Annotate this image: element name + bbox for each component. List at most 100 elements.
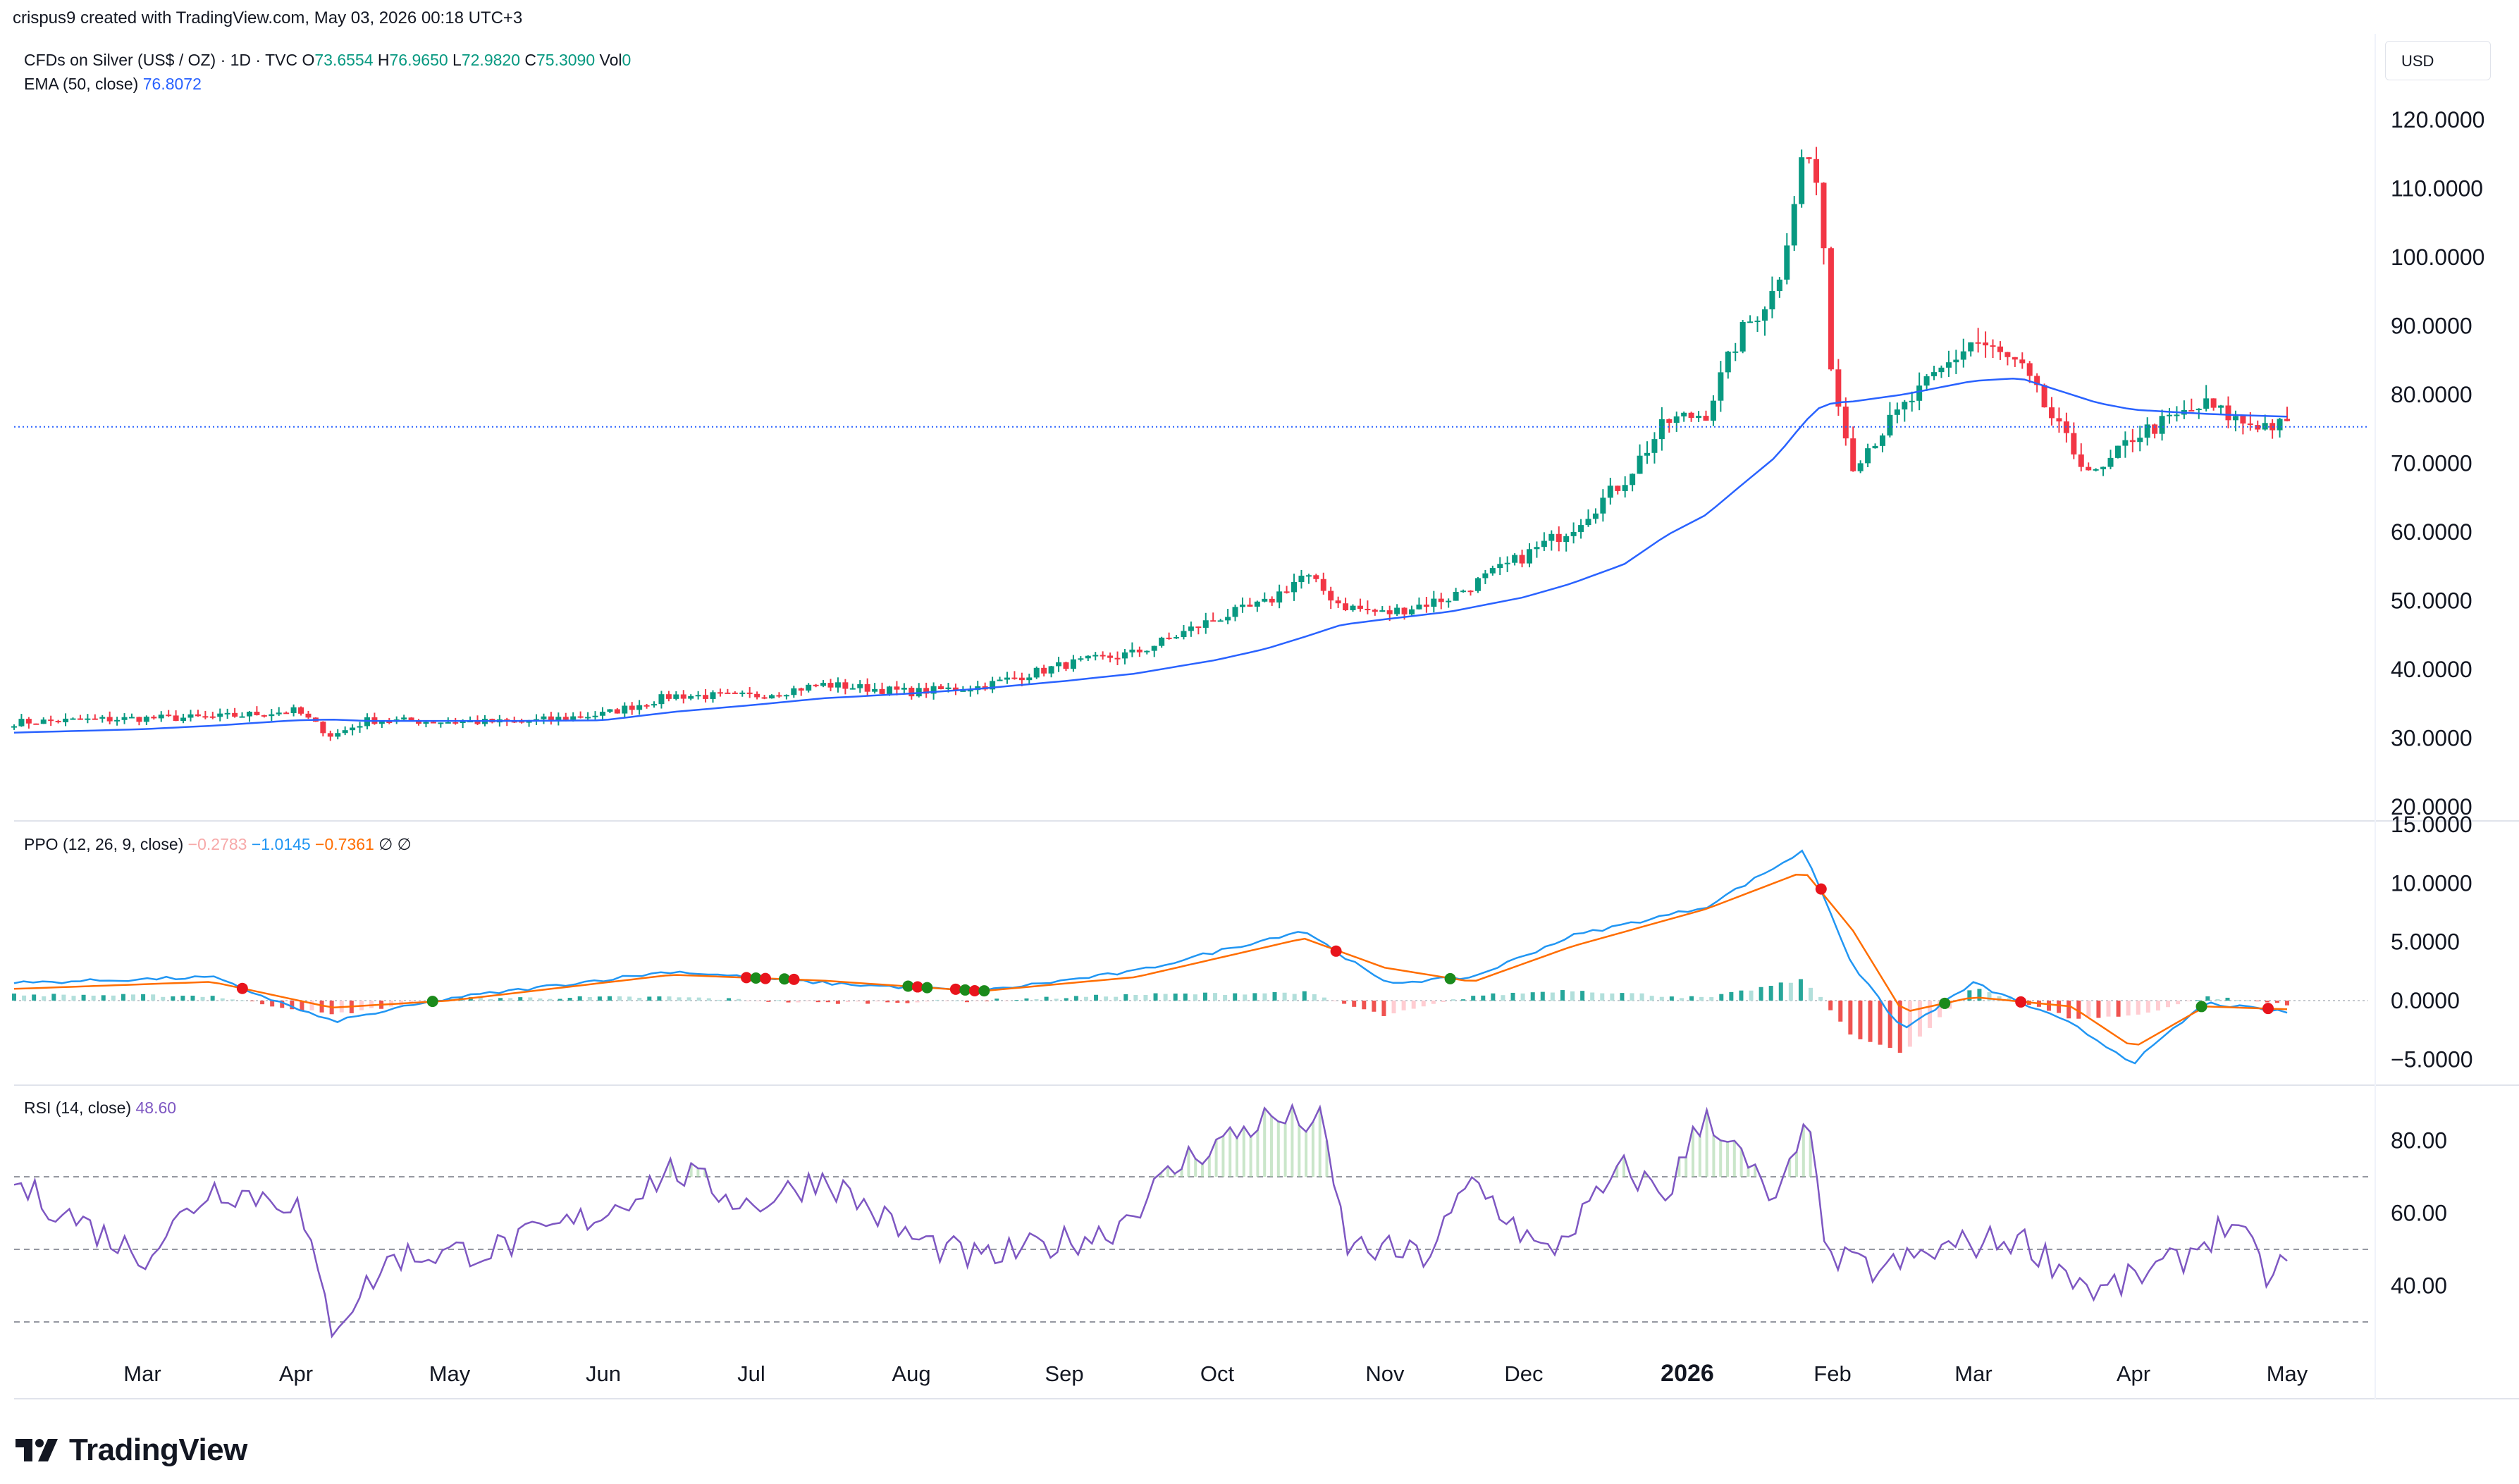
candle-body xyxy=(1041,667,1047,674)
ppo-hist-bar xyxy=(1887,1001,1892,1049)
candle-body xyxy=(2056,418,2062,422)
candle-body xyxy=(1144,650,1150,653)
ppo-hist-bar xyxy=(1481,995,1486,1001)
candle-body xyxy=(2232,416,2238,421)
candle-body xyxy=(945,687,951,690)
ppo-hist-bar xyxy=(1649,996,1654,1001)
ppo-hist-bar xyxy=(737,998,741,1001)
ppo-cross-marker xyxy=(760,972,772,984)
ppo-hist-bar xyxy=(1639,993,1644,1001)
candle-body xyxy=(1254,601,1260,607)
candle-body xyxy=(1931,372,1938,376)
candle-body xyxy=(1431,598,1437,607)
ppo-hist-bar xyxy=(706,998,711,1001)
ppo-hist-bar xyxy=(51,994,56,1001)
candle-body xyxy=(1651,439,1658,453)
candle-body xyxy=(703,695,709,699)
ppo-hist-bar xyxy=(766,1001,771,1002)
ppo-hist-bar xyxy=(1858,1001,1863,1039)
candle-body xyxy=(1512,555,1518,563)
candle-body xyxy=(1842,407,1849,439)
candle-body xyxy=(519,721,525,723)
candle-body xyxy=(622,705,628,714)
candle-body xyxy=(849,688,856,690)
candle-body xyxy=(1585,519,1591,526)
ppo-hist-bar xyxy=(1282,992,1287,1001)
candle-body xyxy=(1732,351,1739,353)
candle-body xyxy=(2004,352,2011,357)
candle-body xyxy=(1857,463,1864,471)
ppo-hist-bar xyxy=(2205,996,2210,1001)
ppo-hist-bar xyxy=(1669,996,1674,1001)
candle-body xyxy=(1026,677,1033,681)
ppo-hist-bar xyxy=(1183,993,1188,1001)
candle-body xyxy=(1482,573,1489,579)
candle-body xyxy=(1210,620,1217,622)
ppo-hist-bar xyxy=(686,997,691,1001)
ppo-signal-line xyxy=(13,874,2288,1046)
candle-body xyxy=(187,714,194,718)
ppo-hist-bar xyxy=(567,998,572,1001)
candle-body xyxy=(990,681,996,690)
ppo-hist-bar xyxy=(1302,991,1307,1001)
candle-body xyxy=(1239,605,1245,607)
ppo-hist-bar xyxy=(1372,1001,1376,1012)
candles-group xyxy=(11,147,2290,741)
ppo-hist-bar xyxy=(1878,1001,1883,1045)
candle-body xyxy=(1467,590,1474,593)
currency-button[interactable]: USD xyxy=(2385,41,2491,80)
ppo-hist-bar xyxy=(2116,1001,2121,1017)
x-axis-label: Jun xyxy=(586,1361,621,1386)
candle-body xyxy=(813,684,819,686)
candle-body xyxy=(1474,578,1481,591)
ppo-hist-bar xyxy=(1610,993,1615,1001)
candle-body xyxy=(1283,591,1290,593)
ppo-hist-bar xyxy=(2265,1001,2269,1003)
ppo-hist-bar xyxy=(1094,994,1099,1001)
candle-body xyxy=(798,688,804,691)
candle-body xyxy=(1129,649,1135,653)
ppo-hist-bar xyxy=(1997,996,2002,1001)
ppo-hist-bar xyxy=(1312,994,1317,1001)
ppo-hist-bar xyxy=(1590,992,1595,1001)
ppo-hist-bar xyxy=(2195,1000,2200,1001)
candle-body xyxy=(1696,416,1702,419)
candle-body xyxy=(1990,345,1996,347)
candle-body xyxy=(599,712,605,716)
ppo-hist-bar xyxy=(696,997,701,1001)
ppo-hist-bar xyxy=(2126,1001,2131,1016)
ppo-hist-bar xyxy=(369,1001,374,1008)
candle-body xyxy=(2034,376,2040,385)
candle-body xyxy=(879,688,885,694)
candle-body xyxy=(261,715,267,717)
ppo-hist-bar xyxy=(32,994,37,1001)
ppo-hist-bar xyxy=(1292,994,1297,1001)
candle-body xyxy=(732,692,738,694)
candle-body xyxy=(548,716,554,720)
rsi-axis-tick: 80.00 xyxy=(2391,1128,2447,1154)
candle-body xyxy=(827,683,834,688)
candle-body xyxy=(629,705,635,710)
candle-body xyxy=(769,695,775,699)
candle-body xyxy=(2255,425,2261,430)
candle-body xyxy=(1159,637,1165,646)
ppo-hist-bar xyxy=(1897,1001,1902,1053)
candle-body xyxy=(158,715,164,719)
price-axis-tick: 50.0000 xyxy=(2391,588,2472,614)
candle-body xyxy=(416,721,422,724)
ppo-hist-bar xyxy=(627,996,632,1001)
ppo-hist-bar xyxy=(1034,998,1039,1001)
tradingview-logo[interactable]: TradingView xyxy=(14,1429,247,1471)
ppo-axis-tick: 15.0000 xyxy=(2391,812,2472,837)
candle-body xyxy=(1887,414,1893,435)
candle-body xyxy=(378,721,385,724)
ppo-hist-bar xyxy=(1759,987,1763,1001)
candle-body xyxy=(938,686,944,690)
ppo-hist-bar xyxy=(885,1001,890,1003)
ppo-hist-bar xyxy=(1104,996,1109,1001)
ppo-hist-bar xyxy=(1719,994,1724,1001)
ppo-hist-bar xyxy=(1391,1001,1396,1014)
candle-body xyxy=(11,726,17,728)
candle-body xyxy=(1835,369,1842,407)
